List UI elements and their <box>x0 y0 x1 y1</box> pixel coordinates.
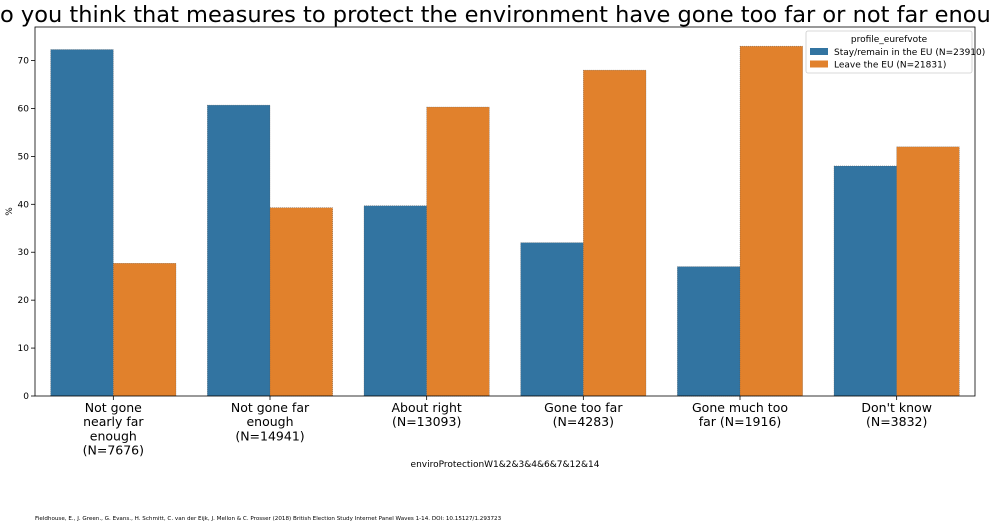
bar-remain-2 <box>363 205 427 397</box>
x-tick-label: Don't know (N=3832) <box>861 400 932 429</box>
x-tick-label: About right (N=13093) <box>392 400 462 429</box>
citation-text: Fieldhouse, E., J. Green., G. Evans., H.… <box>35 516 502 522</box>
y-axis-label: % <box>5 207 15 216</box>
bar-remain-1 <box>207 104 271 397</box>
x-axis: Not gone nearly far enough (N=7676) Not gone… <box>83 396 932 458</box>
x-tick-label: Not gone far enough (N=14941) <box>231 400 310 443</box>
y-tick-label: 40 <box>18 200 30 210</box>
y-tick-label: 10 <box>18 344 30 354</box>
bar-leave-4 <box>739 45 803 397</box>
plot-frame <box>34 26 976 397</box>
y-tick-label: 20 <box>18 296 30 306</box>
bar-leave-5 <box>896 146 960 397</box>
bar-leave-1 <box>269 207 333 397</box>
x-tick-label: Gone too far (N=4283) <box>544 400 623 429</box>
legend-label-remain: Stay/remain in the EU (N=23910) <box>834 48 985 58</box>
y-tick-label: 0 <box>23 392 29 402</box>
legend-label-leave: Leave the EU (N=21831) <box>834 61 946 71</box>
y-tick-label: 50 <box>18 152 30 162</box>
legend: profile_eurefvote Stay/remain in the EU (… <box>805 30 985 74</box>
x-axis-label: enviroProtectionW1&2&3&4&6&7&12&14 <box>411 460 600 470</box>
legend-swatch-remain <box>810 48 828 55</box>
bar-remain-3 <box>520 242 584 397</box>
bar-leave-2 <box>426 106 490 397</box>
bars-group <box>50 45 960 397</box>
bar-remain-5 <box>833 165 897 397</box>
legend-title: profile_eurefvote <box>851 35 928 45</box>
y-tick-label: 30 <box>18 248 30 258</box>
bar-remain-4 <box>677 266 741 397</box>
x-tick-label: Not gone nearly far enough (N=7676) <box>83 400 145 458</box>
bar-leave-0 <box>113 263 177 397</box>
chart-title: Do you think that measures to protect th… <box>0 2 992 28</box>
y-tick-label: 70 <box>18 57 30 67</box>
legend-box <box>805 30 973 74</box>
bar-leave-3 <box>583 69 647 397</box>
legend-swatch-leave <box>810 60 828 68</box>
y-axis: 0 10 20 30 40 50 60 70 <box>18 57 35 402</box>
x-tick-label: Gone much too far (N=1916) <box>692 400 788 429</box>
bar-remain-0 <box>50 49 114 397</box>
y-tick-label: 60 <box>18 104 30 114</box>
